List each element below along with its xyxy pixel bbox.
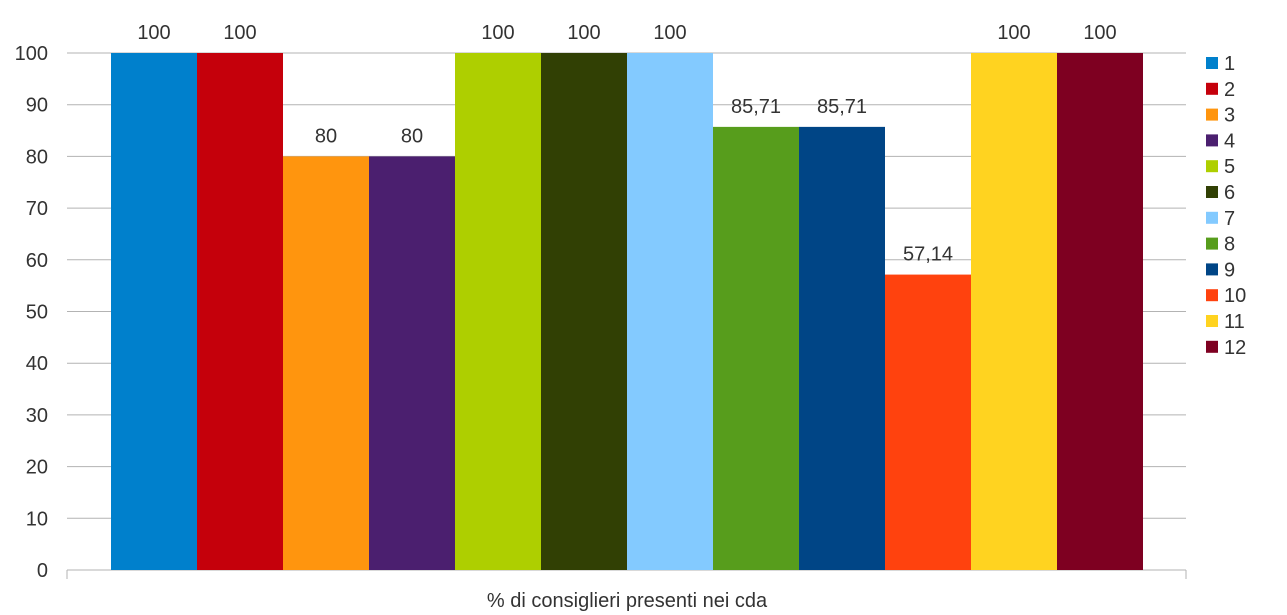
legend-label-9: 9 <box>1224 259 1235 281</box>
bar-5 <box>455 53 541 570</box>
legend-label-11: 11 <box>1224 311 1245 333</box>
legend-label-5: 5 <box>1224 156 1235 178</box>
legend-swatch-2 <box>1206 82 1218 95</box>
bar-6 <box>541 53 627 570</box>
y-tick-label: 60 <box>26 250 48 272</box>
legend-swatch-7 <box>1206 211 1218 224</box>
data-label-8: 85,71 <box>731 96 781 118</box>
bar-2 <box>197 53 283 570</box>
legend-label-6: 6 <box>1224 182 1235 204</box>
legend-swatch-1 <box>1206 57 1218 69</box>
legend-label-1: 1 <box>1224 53 1235 75</box>
bars <box>111 53 1143 570</box>
data-label-4: 80 <box>401 125 423 147</box>
bar-1 <box>111 53 197 570</box>
bar-11 <box>971 53 1057 570</box>
data-label-5: 100 <box>481 22 514 44</box>
y-tick-label: 0 <box>37 560 48 582</box>
data-label-6: 100 <box>567 22 600 44</box>
legend-swatch-8 <box>1206 237 1218 250</box>
legend-swatch-11 <box>1206 315 1218 327</box>
y-tick-label: 20 <box>26 457 48 479</box>
y-tick-label: 90 <box>26 95 48 117</box>
x-axis-label: % di consiglieri presenti nei cda <box>487 590 768 612</box>
legend-label-12: 12 <box>1224 337 1246 359</box>
bar-3 <box>283 156 369 570</box>
y-tick-label: 50 <box>26 302 48 324</box>
legend-swatch-3 <box>1206 108 1218 121</box>
legend-label-3: 3 <box>1224 105 1235 127</box>
legend-swatch-5 <box>1206 160 1218 173</box>
y-tick-label: 100 <box>15 43 48 65</box>
legend-label-2: 2 <box>1224 79 1235 101</box>
legend-swatch-10 <box>1206 289 1218 302</box>
y-tick-label: 30 <box>26 405 48 427</box>
legend-label-7: 7 <box>1224 208 1235 230</box>
y-tick-label: 40 <box>26 353 48 375</box>
data-label-10: 57,14 <box>903 244 953 266</box>
bar-4 <box>369 156 455 570</box>
bar-7 <box>627 53 713 570</box>
bar-9 <box>799 126 885 570</box>
data-label-1: 100 <box>137 22 170 44</box>
data-label-2: 100 <box>223 22 256 44</box>
y-tick-label: 70 <box>26 198 48 220</box>
bar-10 <box>885 274 971 570</box>
legend-swatch-12 <box>1206 340 1218 353</box>
legend-swatch-6 <box>1206 186 1218 198</box>
bar-8 <box>713 126 799 570</box>
y-axis: 0 10 20 30 40 50 60 70 80 90 100 <box>15 43 48 582</box>
data-label-12: 100 <box>1083 22 1116 44</box>
legend-label-4: 4 <box>1224 130 1235 152</box>
data-label-11: 100 <box>997 22 1030 44</box>
legend-swatch-4 <box>1206 134 1218 147</box>
legend-label-8: 8 <box>1224 234 1235 256</box>
legend-swatch-9 <box>1206 263 1218 276</box>
data-label-7: 100 <box>653 22 686 44</box>
y-tick-label: 80 <box>26 146 48 168</box>
data-label-9: 85,71 <box>817 96 867 118</box>
bar-12 <box>1057 53 1143 570</box>
data-label-3: 80 <box>315 125 337 147</box>
data-labels: 100 100 80 80 100 100 100 85,71 85,71 57,14 100 100 <box>137 22 1116 266</box>
legend-label-10: 10 <box>1224 285 1246 307</box>
y-tick-label: 10 <box>26 508 48 530</box>
